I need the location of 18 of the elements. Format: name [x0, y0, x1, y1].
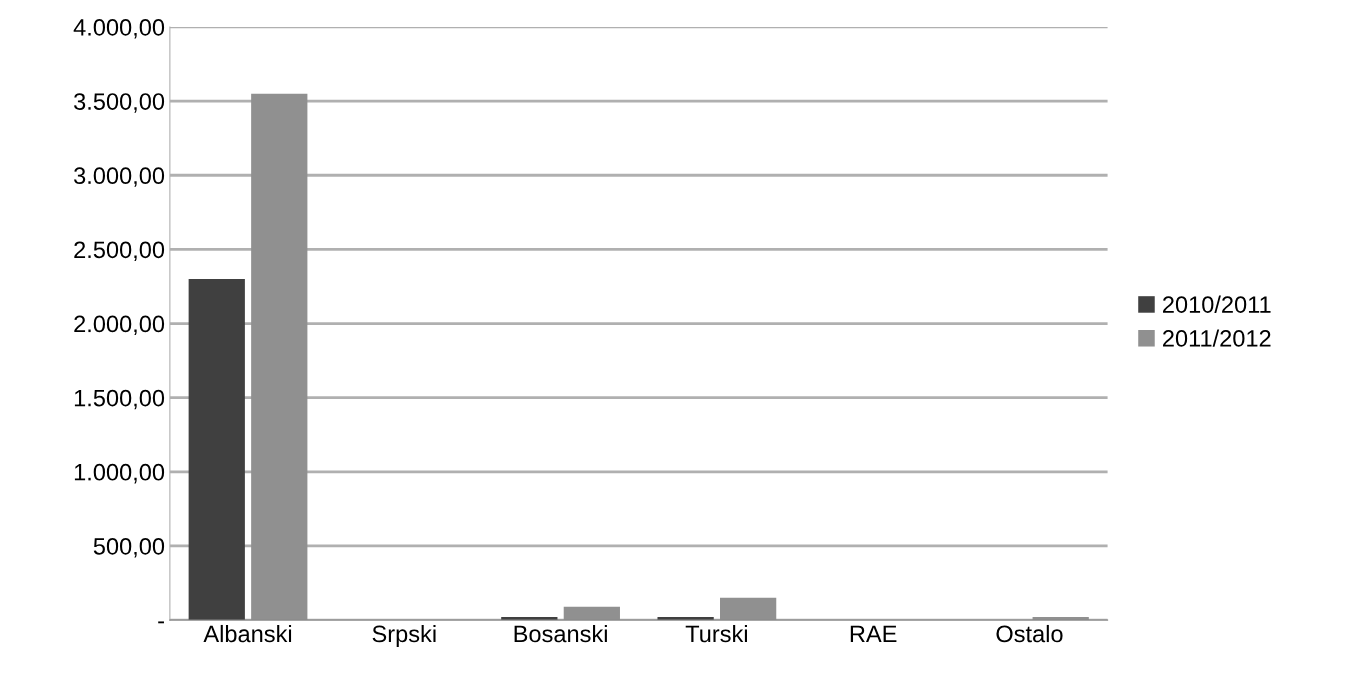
x-tick-label: Srpski	[372, 624, 436, 647]
x-tick-label: Albanski	[203, 624, 292, 643]
y-tick-label: -	[158, 621, 164, 624]
x-tick-label: Turski	[685, 624, 747, 643]
y-tick-label: 1.000,00	[74, 463, 165, 484]
y-tick-label: 500,00	[93, 538, 165, 558]
x-tick-label: Bosanski	[514, 624, 607, 643]
y-tick-label: 1.500,00	[74, 389, 165, 410]
y-tick-label: 4.000,00	[73, 19, 165, 39]
y-tick-label: 3.500,00	[74, 93, 165, 113]
legend-label: 2011/2012	[1163, 329, 1271, 347]
y-tick-label: 2.000,00	[74, 315, 165, 336]
bar	[188, 279, 245, 621]
x-tick-label: Ostalo	[996, 624, 1063, 643]
y-tick-label: 3.000,00	[74, 167, 165, 187]
y-tick-label: 2.500,00	[74, 241, 165, 261]
legend-label: 2010/2011	[1163, 295, 1271, 313]
x-tick-label: RAE	[850, 625, 897, 643]
